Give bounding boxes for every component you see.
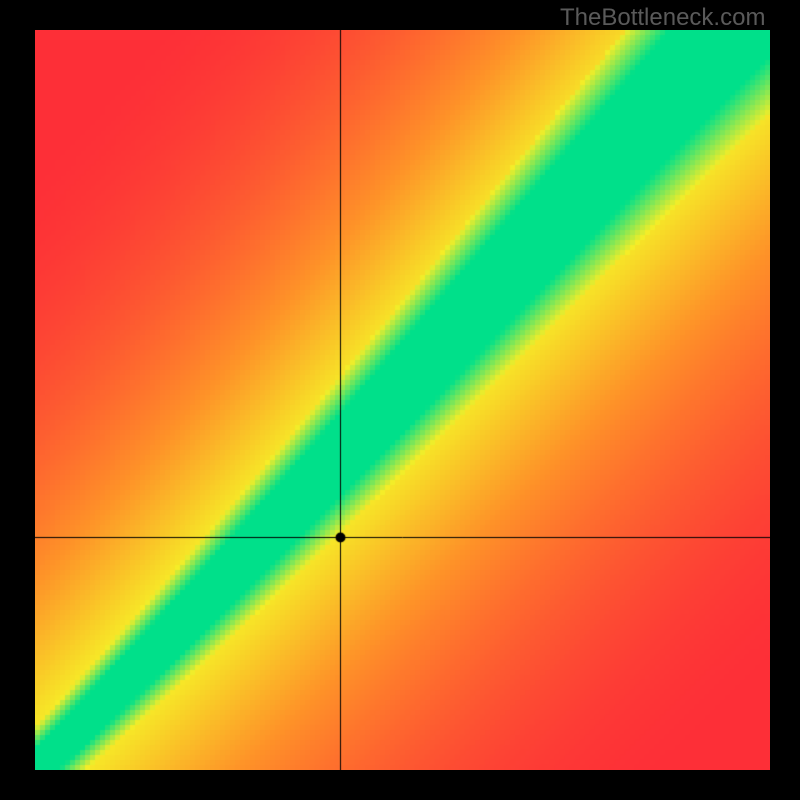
watermark-label: TheBottleneck.com <box>560 4 765 32</box>
chart-stage: TheBottleneck.com <box>0 0 800 800</box>
bottleneck-heatmap <box>35 30 770 770</box>
